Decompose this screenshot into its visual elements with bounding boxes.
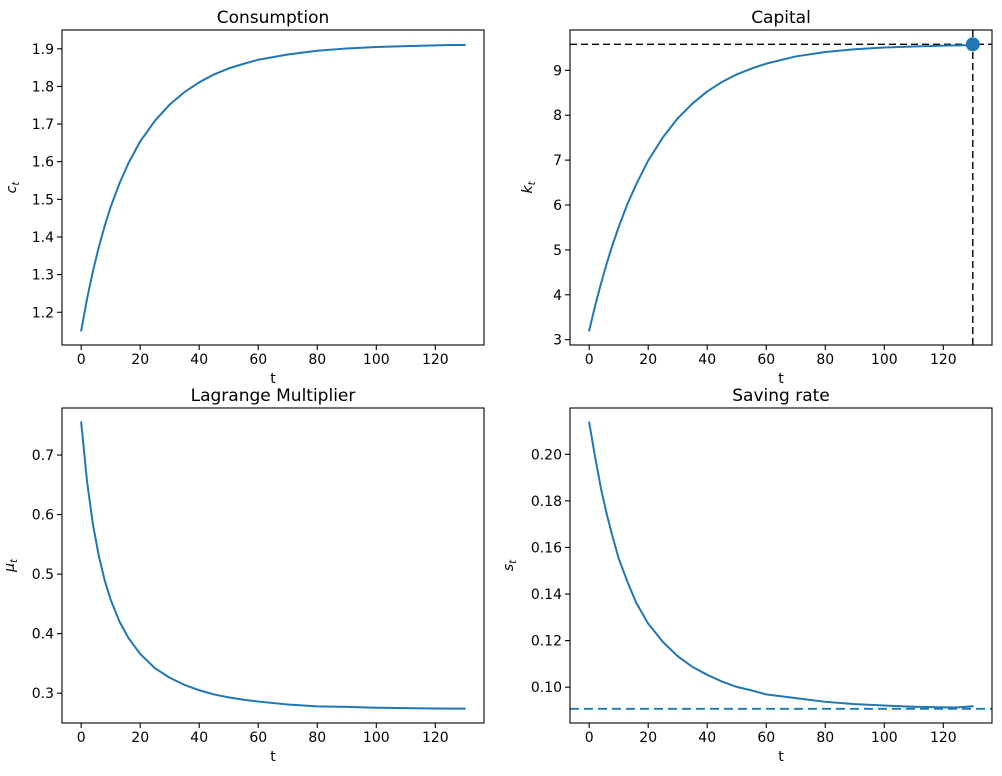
lagrange-multiplier-xlabel: t: [270, 749, 276, 765]
x-tick-label: 80: [816, 730, 834, 746]
capital-ylabel: kt: [520, 180, 538, 193]
y-tick-label: 5: [553, 243, 562, 259]
chart-capital: 0 20 40 60 80 100 120 3 4 5 6 7 8 9 Capital t kt: [520, 8, 993, 387]
y-tick-label: 0.10: [531, 680, 562, 696]
consumption-axes-frame: [61, 29, 485, 346]
chart-lagrange-multiplier: 0 20 40 60 80 100 120 0.3 0.4 0.5 0.6 0.7 Lagrange M…: [2, 386, 485, 765]
x-tick-label: 120: [422, 730, 449, 746]
y-tick-label: 8: [553, 108, 562, 124]
x-tick-label: 0: [77, 352, 86, 368]
capital-title: Capital: [751, 8, 811, 28]
x-tick-label: 80: [308, 352, 326, 368]
lagrange-multiplier-ylabel: μt: [2, 558, 20, 573]
y-tick-label: 3: [553, 333, 562, 349]
x-tick-label: 20: [131, 352, 149, 368]
y-tick-label: 1.9: [32, 42, 54, 58]
x-tick-label: 60: [757, 730, 775, 746]
x-tick-label: 100: [871, 352, 898, 368]
x-tick-label: 120: [930, 730, 957, 746]
x-tick-label: 120: [930, 352, 957, 368]
y-tick-label: 0.5: [32, 567, 54, 583]
y-tick-label: 0.20: [531, 447, 562, 463]
x-tick-label: 40: [190, 730, 208, 746]
x-tick-label: 100: [363, 352, 390, 368]
y-tick-label: 1.5: [32, 192, 54, 208]
x-tick-label: 120: [422, 352, 449, 368]
saving-rate-title: Saving rate: [732, 386, 830, 406]
x-tick-label: 80: [308, 730, 326, 746]
y-tick-label: 1.6: [32, 155, 54, 171]
y-tick-label: 1.7: [32, 117, 54, 133]
consumption-title: Consumption: [217, 8, 330, 28]
consumption-xlabel: t: [270, 371, 276, 387]
x-tick-label: 0: [585, 730, 594, 746]
x-tick-label: 0: [585, 352, 594, 368]
y-tick-label: 1.3: [32, 268, 54, 284]
y-tick-label: 1.2: [32, 305, 54, 321]
capital-steady-state-marker: [965, 37, 980, 52]
x-tick-label: 20: [639, 352, 657, 368]
saving-rate-path: [588, 421, 974, 709]
chart-consumption: 0 20 40 60 80 100 120 1.2 1.3 1.4 1.5 1.6 1.7 1.8 1.9 C…: [4, 8, 485, 387]
y-tick-label: 0.6: [32, 508, 54, 524]
capital-axes-frame: [569, 29, 993, 346]
x-tick-label: 60: [249, 352, 267, 368]
x-tick-label: 60: [249, 730, 267, 746]
y-tick-label: 1.8: [32, 79, 54, 95]
y-tick-label: 0.7: [32, 448, 54, 464]
saving-rate-axes-frame: [569, 407, 993, 724]
y-tick-label: 9: [553, 63, 562, 79]
y-tick-label: 7: [553, 153, 562, 169]
y-tick-label: 0.12: [531, 634, 562, 650]
lagrange-multiplier-title: Lagrange Multiplier: [191, 386, 356, 406]
y-tick-label: 0.3: [32, 686, 54, 702]
consumption-path: [80, 44, 466, 332]
y-tick-label: 0.4: [32, 627, 54, 643]
x-tick-label: 0: [77, 730, 86, 746]
capital-path: [588, 44, 974, 332]
x-tick-label: 100: [871, 730, 898, 746]
y-tick-label: 0.16: [531, 540, 562, 556]
y-tick-label: 6: [553, 198, 562, 214]
y-tick-label: 1.4: [32, 230, 54, 246]
x-tick-label: 40: [190, 352, 208, 368]
x-tick-label: 100: [363, 730, 390, 746]
saving-rate-ylabel: st: [501, 559, 519, 571]
y-tick-label: 0.14: [531, 587, 562, 603]
lagrange-multiplier-axes-frame: [61, 407, 485, 724]
y-tick-label: 4: [553, 288, 562, 304]
saving-rate-xlabel: t: [778, 749, 784, 765]
x-tick-label: 20: [131, 730, 149, 746]
x-tick-label: 80: [816, 352, 834, 368]
x-tick-label: 20: [639, 730, 657, 746]
consumption-ylabel: ct: [4, 181, 22, 194]
x-tick-label: 40: [698, 352, 716, 368]
chart-saving-rate: 0 20 40 60 80 100 120 0.10 0.12 0.14 0.16 0.18 0.20 S…: [501, 386, 993, 765]
y-tick-label: 0.18: [531, 494, 562, 510]
lagrange-multiplier-path: [80, 421, 466, 710]
capital-xlabel: t: [778, 371, 784, 387]
x-tick-label: 60: [757, 352, 775, 368]
x-tick-label: 40: [698, 730, 716, 746]
